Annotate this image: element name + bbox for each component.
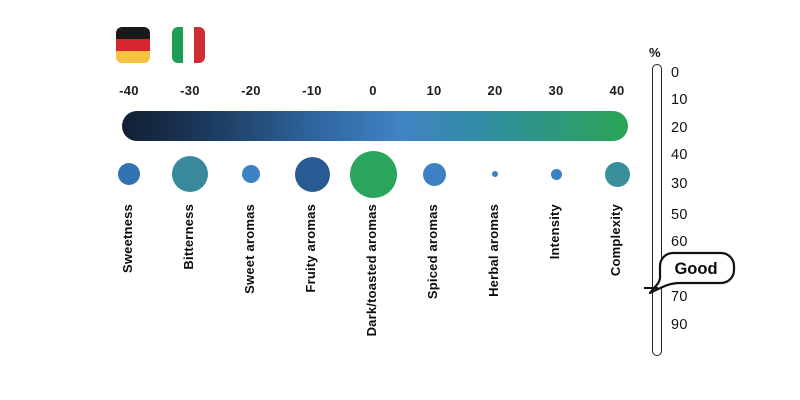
category-label-fruity-aromas: Fruity aromas (303, 204, 318, 293)
scale-tick-label: 60 (671, 234, 688, 250)
scale-tick-label: 30 (671, 176, 688, 192)
flag-germany-stripe (116, 27, 150, 39)
flag-germany[interactable] (116, 27, 150, 63)
flag-italy-stripe (183, 27, 194, 63)
bubble-spiced-aromas (422, 162, 446, 186)
scale-tick-label: 20 (671, 120, 688, 136)
x-tick-label: 10 (426, 83, 442, 98)
gradient-colorbar (122, 111, 628, 141)
good-badge: Good (648, 251, 736, 295)
category-label-sweet-aromas: Sweet aromas (242, 204, 257, 294)
x-tick-label: 30 (548, 83, 564, 98)
good-marker-tick (644, 287, 658, 290)
scale-tick-label: 0 (671, 65, 680, 81)
category-label-dark-toasted-aromas: Dark/toasted aromas (364, 204, 379, 337)
x-tick-label: 40 (609, 83, 625, 98)
bubble-sweet-aromas (242, 165, 260, 183)
category-label-herbal-aromas: Herbal aromas (486, 204, 501, 297)
flag-germany-stripe (116, 51, 150, 63)
bubble-sweetness (118, 163, 140, 185)
scale-tick-label: 90 (671, 317, 688, 333)
good-badge-label: Good (674, 260, 717, 278)
flag-germany-stripe (116, 39, 150, 51)
category-label-bitterness: Bitterness (181, 204, 196, 270)
category-label-intensity: Intensity (547, 204, 562, 260)
bubble-bitterness (172, 156, 208, 192)
flag-italy-stripe (194, 27, 205, 63)
x-tick-label: -20 (241, 83, 261, 98)
bubble-herbal-aromas (492, 171, 498, 177)
scale-tick-label: 70 (671, 289, 688, 305)
x-tick-label: -10 (302, 83, 322, 98)
x-tick-label: -30 (180, 83, 200, 98)
good-badge-shape (648, 251, 736, 295)
scale-pill (652, 64, 662, 356)
x-tick-label: -40 (119, 83, 139, 98)
category-label-sweetness: Sweetness (120, 204, 135, 274)
category-label-spiced-aromas: Spiced aromas (425, 204, 440, 300)
x-tick-label: 20 (487, 83, 503, 98)
flag-italy-stripe (172, 27, 183, 63)
category-label-complexity: Complexity (608, 204, 623, 277)
bubble-intensity (550, 168, 562, 180)
scale-tick-label: 40 (671, 147, 688, 163)
percent-unit-label: % (649, 45, 661, 60)
scale-tick-label: 50 (671, 207, 688, 223)
bubble-dark-toasted-aromas (349, 150, 397, 198)
flag-italy[interactable] (172, 27, 205, 63)
bubble-complexity (604, 161, 630, 187)
bubble-fruity-aromas (294, 156, 330, 192)
x-tick-label: 0 (369, 83, 377, 98)
scale-tick-label: 10 (671, 92, 688, 108)
